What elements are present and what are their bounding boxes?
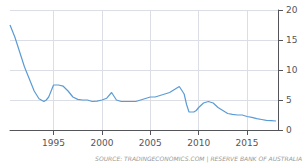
svg-text:2015: 2015 — [236, 138, 259, 148]
svg-text:1995: 1995 — [42, 138, 65, 148]
svg-text:20: 20 — [286, 5, 298, 15]
svg-text:5: 5 — [286, 95, 292, 105]
svg-text:2000: 2000 — [90, 138, 113, 148]
svg-text:SOURCE: TRADINGECONOMICS.COM |: SOURCE: TRADINGECONOMICS.COM | RESERVE B… — [95, 155, 302, 163]
svg-text:10: 10 — [286, 65, 298, 75]
svg-text:15: 15 — [286, 35, 297, 45]
svg-text:2005: 2005 — [139, 138, 162, 148]
svg-text:2010: 2010 — [187, 138, 210, 148]
svg-text:0: 0 — [286, 125, 292, 135]
